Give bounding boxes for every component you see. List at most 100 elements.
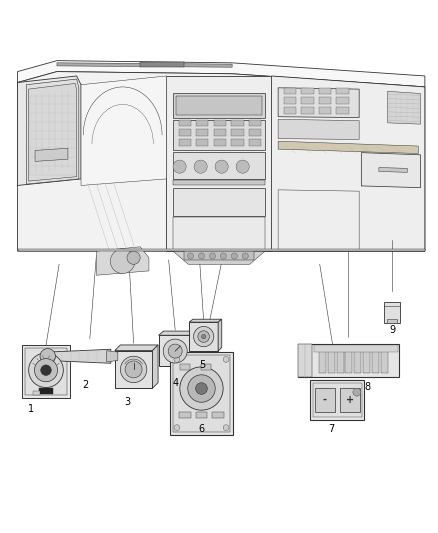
Polygon shape: [33, 391, 40, 395]
Bar: [249, 120, 261, 126]
Circle shape: [168, 344, 182, 358]
Polygon shape: [361, 152, 420, 188]
Polygon shape: [173, 251, 265, 264]
Polygon shape: [319, 349, 326, 373]
Polygon shape: [173, 217, 265, 251]
Bar: [231, 130, 244, 136]
Polygon shape: [57, 63, 232, 67]
Bar: [179, 139, 191, 146]
Polygon shape: [173, 93, 265, 118]
Circle shape: [127, 251, 140, 264]
Circle shape: [209, 253, 215, 259]
Text: 5: 5: [199, 360, 205, 370]
Polygon shape: [313, 383, 362, 417]
Circle shape: [242, 253, 248, 259]
Polygon shape: [22, 345, 70, 398]
Text: 7: 7: [328, 424, 335, 434]
Circle shape: [173, 160, 186, 173]
Circle shape: [174, 357, 180, 362]
Polygon shape: [81, 76, 166, 185]
Text: +: +: [346, 395, 354, 405]
Polygon shape: [115, 351, 152, 388]
Polygon shape: [140, 61, 184, 67]
Circle shape: [223, 357, 229, 362]
Polygon shape: [39, 388, 53, 393]
Polygon shape: [173, 188, 265, 216]
Circle shape: [236, 160, 249, 173]
Text: 4: 4: [172, 377, 178, 387]
Polygon shape: [152, 345, 158, 388]
Polygon shape: [346, 349, 353, 373]
Bar: [284, 107, 296, 114]
Polygon shape: [48, 349, 111, 364]
Polygon shape: [314, 345, 398, 352]
Polygon shape: [379, 167, 407, 172]
Bar: [336, 107, 349, 114]
Polygon shape: [310, 381, 364, 420]
Polygon shape: [278, 119, 359, 140]
Text: 8: 8: [365, 382, 371, 392]
Bar: [319, 107, 331, 114]
Circle shape: [353, 388, 361, 396]
Polygon shape: [315, 388, 335, 413]
Polygon shape: [170, 352, 233, 435]
Bar: [284, 98, 296, 104]
Circle shape: [187, 253, 194, 259]
Polygon shape: [173, 152, 265, 179]
Circle shape: [201, 334, 206, 339]
Bar: [179, 130, 191, 136]
Polygon shape: [189, 322, 218, 351]
Circle shape: [40, 349, 56, 364]
Text: 2: 2: [82, 379, 88, 390]
Bar: [214, 139, 226, 146]
Circle shape: [35, 359, 57, 382]
Polygon shape: [176, 96, 262, 115]
Polygon shape: [278, 190, 359, 251]
Polygon shape: [388, 91, 420, 124]
Polygon shape: [106, 351, 118, 362]
Polygon shape: [212, 412, 224, 418]
Polygon shape: [387, 319, 397, 324]
Polygon shape: [328, 349, 335, 373]
Polygon shape: [115, 345, 158, 351]
Polygon shape: [96, 247, 149, 275]
Bar: [179, 120, 191, 126]
Circle shape: [198, 331, 209, 342]
Polygon shape: [26, 79, 79, 184]
Polygon shape: [18, 249, 425, 251]
Polygon shape: [384, 302, 400, 324]
Bar: [196, 120, 208, 126]
Polygon shape: [298, 344, 312, 377]
Bar: [196, 139, 208, 146]
Polygon shape: [278, 141, 418, 154]
Circle shape: [231, 253, 237, 259]
Circle shape: [188, 375, 215, 402]
Bar: [214, 130, 226, 136]
Bar: [249, 130, 261, 136]
Polygon shape: [189, 319, 222, 322]
Circle shape: [194, 326, 214, 346]
Bar: [214, 120, 226, 126]
Polygon shape: [354, 349, 361, 373]
Circle shape: [163, 339, 187, 363]
Bar: [319, 98, 331, 104]
Polygon shape: [173, 355, 230, 432]
Polygon shape: [298, 344, 399, 377]
Text: 6: 6: [198, 424, 205, 434]
Circle shape: [198, 253, 205, 259]
Polygon shape: [180, 364, 190, 370]
Circle shape: [196, 383, 207, 394]
Bar: [336, 98, 349, 104]
Polygon shape: [173, 180, 265, 185]
Circle shape: [223, 425, 229, 431]
Polygon shape: [340, 388, 360, 413]
Bar: [301, 107, 314, 114]
Bar: [319, 88, 331, 94]
Circle shape: [174, 425, 180, 431]
Polygon shape: [35, 148, 68, 161]
Bar: [336, 88, 349, 94]
Polygon shape: [372, 349, 379, 373]
Polygon shape: [18, 61, 425, 87]
Polygon shape: [184, 251, 254, 260]
Polygon shape: [18, 71, 425, 251]
